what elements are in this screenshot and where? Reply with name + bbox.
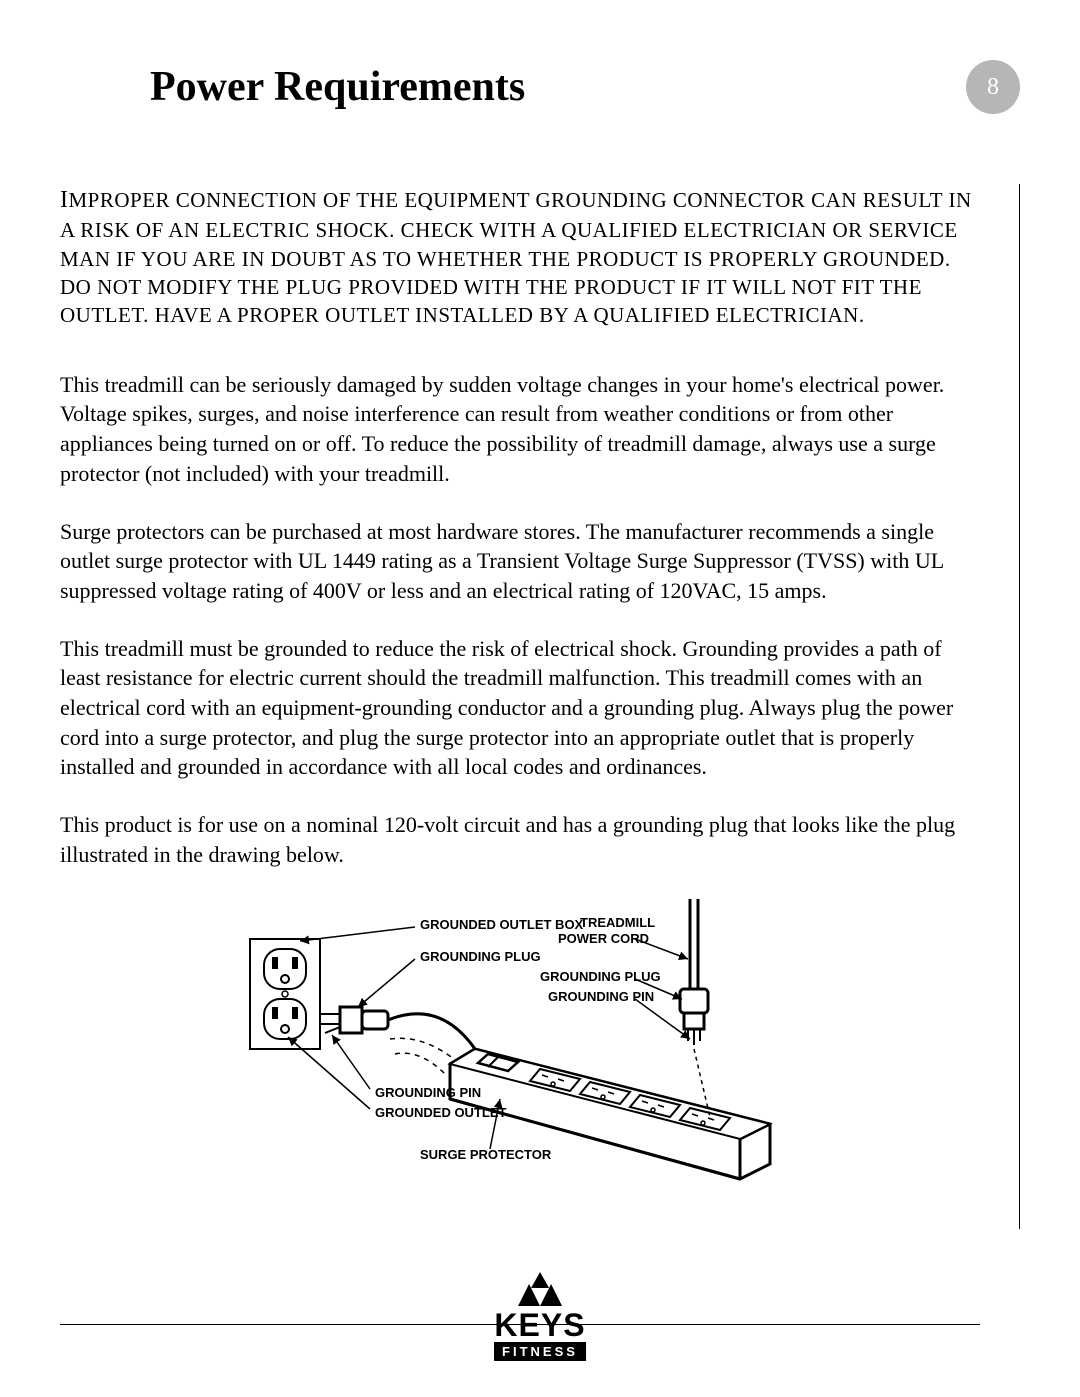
label-grounding-plug-left: GROUNDING PLUG: [420, 949, 541, 964]
label-treadmill: TREADMILL: [580, 915, 655, 930]
outlet-plate-icon: [250, 939, 320, 1049]
paragraph-4: This product is for use on a nominal 120…: [60, 810, 979, 869]
content-column: IMPROPER CONNECTION OF THE EQUIPMENT GRO…: [60, 184, 1020, 1229]
label-grounding-plug-right: GROUNDING PLUG: [540, 969, 661, 984]
wiring-diagram: GROUNDED OUTLET BOX GROUNDING PLUG GROUN…: [240, 899, 800, 1209]
label-grounded-outlet-box: GROUNDED OUTLET BOX: [420, 917, 584, 932]
header: Power Requirements 8: [60, 60, 1020, 114]
label-power-cord: POWER CORD: [558, 931, 649, 946]
treadmill-plug-icon: [680, 899, 710, 1117]
logo-tagline: FITNESS: [494, 1342, 586, 1361]
logo-mark-icon: [515, 1272, 565, 1306]
warning-paragraph: IMPROPER CONNECTION OF THE EQUIPMENT GRO…: [60, 184, 979, 330]
page-number-badge: 8: [966, 60, 1020, 114]
warning-text: MPROPER CONNECTION OF THE EQUIPMENT GROU…: [60, 188, 972, 327]
label-grounding-pin-right: GROUNDING PIN: [548, 989, 654, 1004]
paragraph-3: This treadmill must be grounded to reduc…: [60, 634, 979, 782]
page-title: Power Requirements: [150, 63, 525, 111]
paragraph-2: Surge protectors can be purchased at mos…: [60, 517, 979, 606]
dropcap: I: [60, 187, 69, 213]
label-surge-protector: SURGE PROTECTOR: [420, 1147, 552, 1162]
paragraph-1: This treadmill can be seriously damaged …: [60, 370, 979, 489]
brand-logo: KEYS FITNESS: [494, 1272, 586, 1361]
label-grounded-outlet: GROUNDED OUTLET: [375, 1105, 507, 1120]
label-grounding-pin-left: GROUNDING PIN: [375, 1085, 481, 1100]
logo-brand-text: KEYS: [494, 1311, 586, 1340]
diagram-container: GROUNDED OUTLET BOX GROUNDING PLUG GROUN…: [60, 899, 979, 1209]
